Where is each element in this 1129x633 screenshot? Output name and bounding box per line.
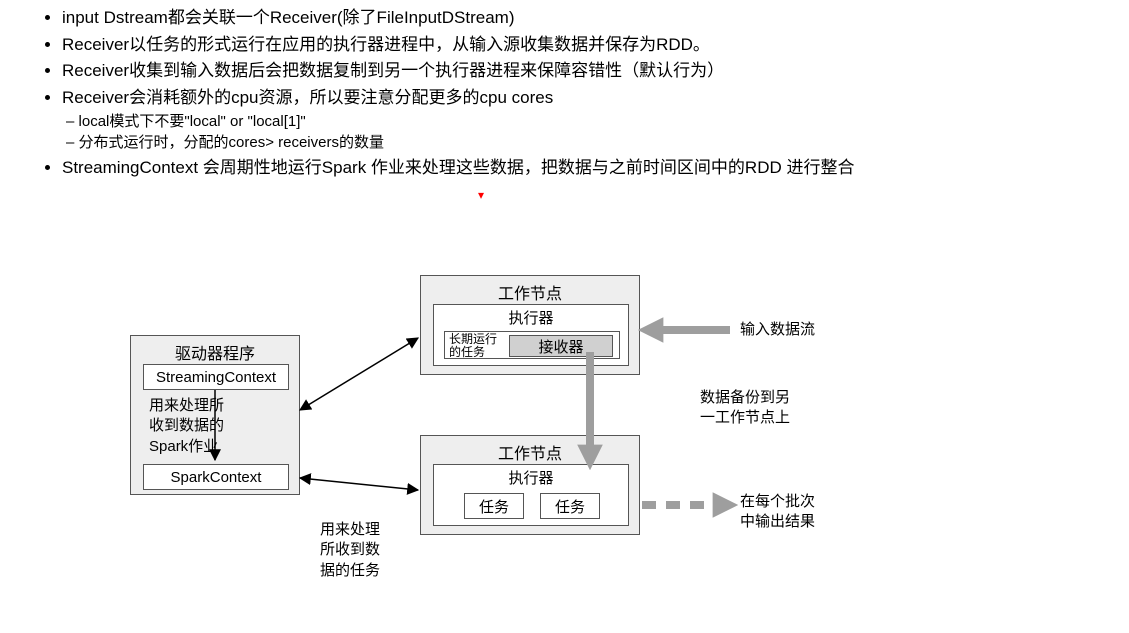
sub-bullets: local模式下不要"local" or "local[1]" 分布式运行时，分… [62, 111, 1129, 155]
sub-bullet-item: 分布式运行时，分配的cores> receivers的数量 [84, 132, 1129, 154]
output-l2: 中输出结果 [740, 513, 815, 530]
backup-l1: 数据备份到另 [700, 389, 790, 406]
output-label: 在每个批次 中输出结果 [740, 492, 815, 533]
worker1-executor-box: 执行器 长期运行 的任务 接收器 [433, 304, 629, 366]
architecture-diagram: 驱动器程序 StreamingContext 用来处理所 收到数据的 Spark… [0, 260, 1129, 633]
worker2-title: 工作节点 [421, 436, 639, 466]
driver-desc: 用来处理所 收到数据的 Spark作业 [149, 396, 289, 457]
worker1-executor-label: 执行器 [434, 305, 628, 328]
backup-l2: 一工作节点上 [700, 409, 790, 426]
driver-title: 驱动器程序 [131, 336, 299, 366]
worker2-node: 工作节点 执行器 任务 任务 [420, 435, 640, 535]
bullet-text: Receiver会消耗额外的cpu资源，所以要注意分配更多的cpu cores [62, 88, 553, 107]
spark-context-box: SparkContext [143, 464, 289, 490]
bullet-item: Receiver会消耗额外的cpu资源，所以要注意分配更多的cpu cores … [62, 86, 1129, 154]
input-stream-label: 输入数据流 [740, 320, 815, 340]
task-box-2: 任务 [540, 493, 600, 519]
red-caret-mark: ▾ [478, 188, 484, 202]
driver-desc-l3: Spark作业 [149, 438, 218, 455]
worker2-executor-label: 执行器 [434, 465, 628, 488]
long-running-task-box: 长期运行 的任务 接收器 [444, 331, 620, 359]
long-task-l2: 的任务 [449, 345, 485, 359]
worker1-node: 工作节点 执行器 长期运行 的任务 接收器 [420, 275, 640, 375]
main-bullets: input Dstream都会关联一个Receiver(除了FileInputD… [40, 6, 1129, 181]
long-task-l1: 长期运行 [449, 332, 497, 346]
worker1-title: 工作节点 [421, 276, 639, 306]
process-tasks-label: 用来处理 所收到数 据的任务 [320, 520, 380, 581]
long-task-text: 长期运行 的任务 [449, 333, 503, 359]
bullet-item: Receiver收集到输入数据后会把数据复制到另一个执行器进程来保障容错性（默认… [62, 59, 1129, 84]
bullet-item: input Dstream都会关联一个Receiver(除了FileInputD… [62, 6, 1129, 31]
process-l3: 据的任务 [320, 562, 380, 579]
bullet-item: Receiver以任务的形式运行在应用的执行器进程中，从输入源收集数据并保存为R… [62, 33, 1129, 58]
process-l1: 用来处理 [320, 521, 380, 538]
process-l2: 所收到数 [320, 541, 380, 558]
sub-bullet-item: local模式下不要"local" or "local[1]" [84, 111, 1129, 133]
driver-node: 驱动器程序 StreamingContext 用来处理所 收到数据的 Spark… [130, 335, 300, 495]
driver-desc-l1: 用来处理所 [149, 397, 224, 414]
task-box-1: 任务 [464, 493, 524, 519]
worker2-executor-box: 执行器 任务 任务 [433, 464, 629, 526]
backup-label: 数据备份到另 一工作节点上 [700, 388, 790, 429]
streaming-context-box: StreamingContext [143, 364, 289, 390]
bullet-list: input Dstream都会关联一个Receiver(除了FileInputD… [0, 0, 1129, 181]
output-l1: 在每个批次 [740, 493, 815, 510]
bullet-item: StreamingContext 会周期性地运行Spark 作业来处理这些数据，… [62, 156, 1129, 181]
driver-desc-l2: 收到数据的 [149, 417, 224, 434]
receiver-box: 接收器 [509, 335, 613, 357]
